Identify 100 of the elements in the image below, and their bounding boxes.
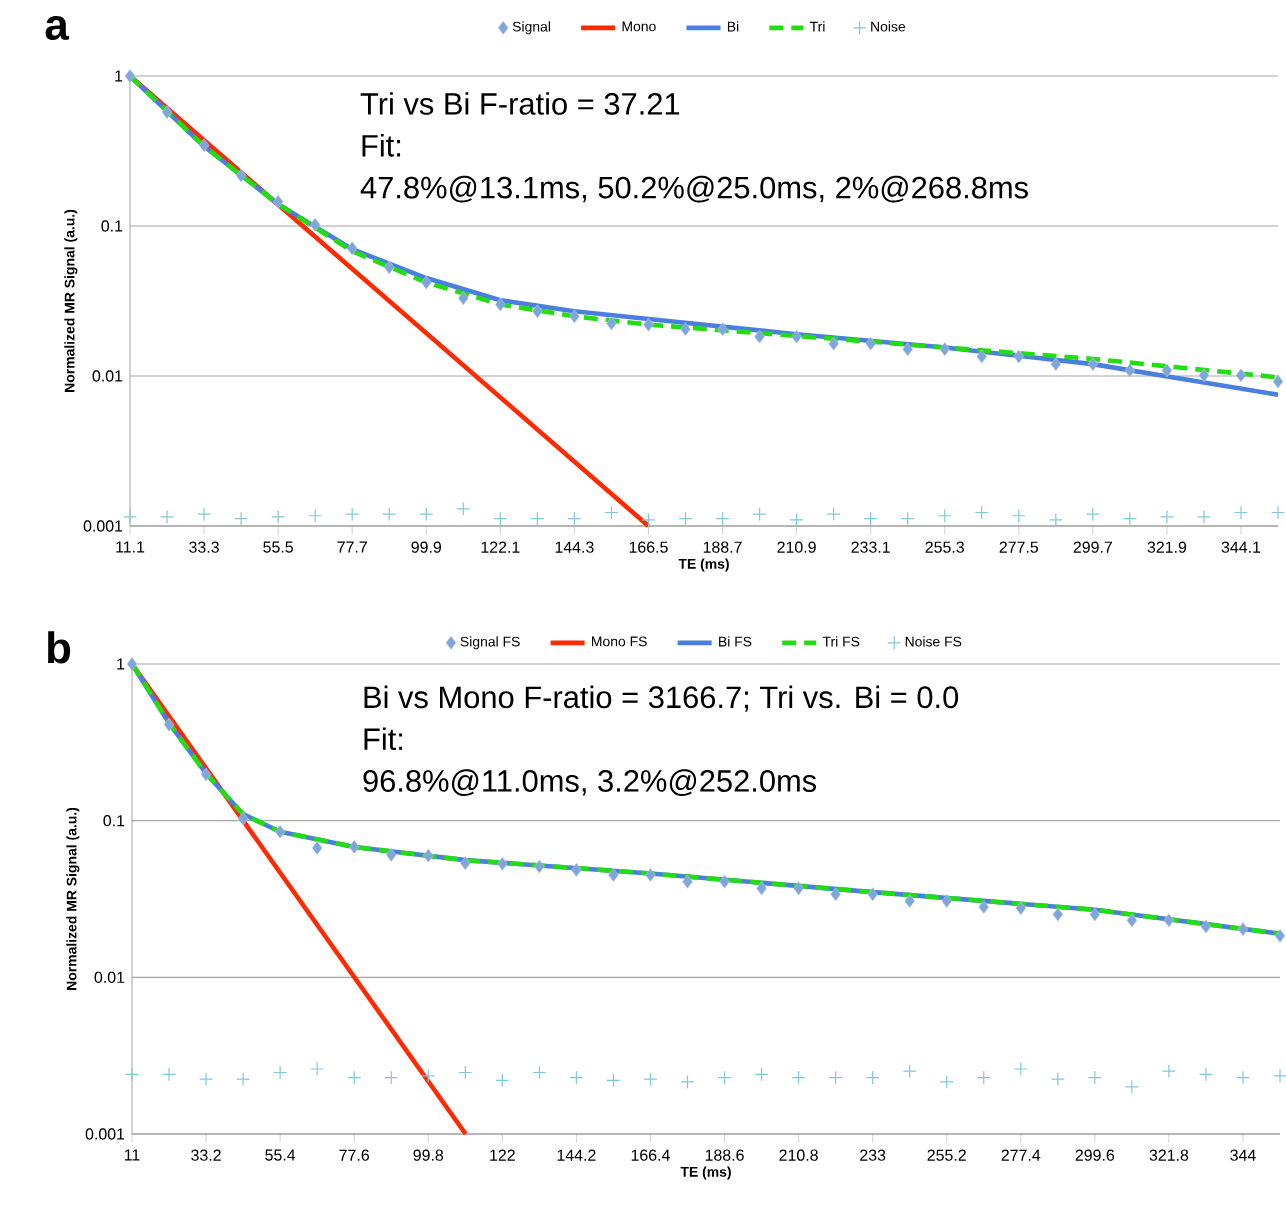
- annotation: Bi vs Mono F-ratio = 3166.7; Tri vs. Bi = 0.0: [364, 685, 959, 712]
- point: [569, 1070, 584, 1085]
- point: [978, 900, 989, 914]
- point: [199, 1072, 214, 1087]
- point: [606, 316, 617, 331]
- point: [237, 811, 249, 826]
- annotation: 47.8%@13.1ms, 50.2%@25.0ms, 2%@268.8ms: [360, 175, 1028, 203]
- point: [460, 856, 471, 871]
- point: [791, 329, 802, 344]
- point: [680, 322, 691, 337]
- point: [197, 507, 212, 522]
- point: [421, 1068, 436, 1083]
- chart-title: b: [48, 631, 71, 664]
- point: [236, 1072, 251, 1087]
- point: [867, 887, 878, 902]
- point: [863, 511, 878, 526]
- point: [272, 194, 284, 209]
- point: [495, 297, 506, 312]
- point: [1122, 511, 1137, 526]
- point: [309, 217, 321, 232]
- point: [423, 848, 434, 863]
- point: [1124, 1079, 1139, 1094]
- point: [900, 511, 915, 526]
- point: [1052, 907, 1064, 922]
- point: [754, 1067, 769, 1082]
- point: [902, 1064, 917, 1079]
- point: [939, 342, 950, 357]
- point: [715, 511, 730, 526]
- point: [421, 275, 432, 290]
- point: [125, 1067, 139, 1082]
- point: [345, 507, 360, 522]
- chart-title: a: [45, 16, 69, 41]
- point: [1235, 368, 1247, 383]
- point: [789, 512, 804, 527]
- point: [271, 509, 286, 524]
- point: [608, 868, 619, 882]
- point: [678, 511, 693, 526]
- point: [828, 336, 839, 351]
- point: [308, 508, 323, 523]
- point: [604, 505, 619, 520]
- point: [1124, 363, 1136, 378]
- point: [1237, 922, 1249, 937]
- point: [717, 322, 728, 337]
- point: [1236, 1070, 1250, 1085]
- point: [680, 1074, 695, 1089]
- point: [939, 1074, 954, 1089]
- point: [937, 508, 952, 523]
- point: [1163, 913, 1175, 928]
- point: [1274, 928, 1286, 943]
- point: [1085, 507, 1100, 522]
- point: [1234, 505, 1248, 520]
- annotation: Fit:: [362, 134, 401, 157]
- point: [1159, 509, 1174, 524]
- point: [902, 342, 913, 357]
- point: [161, 105, 173, 119]
- point: [274, 824, 286, 839]
- point: [904, 894, 915, 908]
- point: [1089, 907, 1101, 922]
- point: [1087, 357, 1099, 371]
- point: [458, 1065, 473, 1080]
- point: [1198, 1067, 1213, 1082]
- point: [382, 507, 397, 522]
- point: [826, 507, 841, 522]
- point: [1272, 374, 1284, 389]
- point: [1015, 901, 1027, 916]
- point: [1200, 919, 1212, 934]
- point: [717, 1070, 732, 1085]
- point: [273, 1065, 288, 1080]
- point: [495, 1073, 510, 1088]
- point: [754, 329, 765, 344]
- point: [1126, 913, 1138, 928]
- point: [198, 138, 210, 153]
- point: [124, 69, 136, 83]
- point: [348, 840, 360, 854]
- point: [719, 874, 730, 889]
- point: [941, 894, 952, 908]
- point: [1048, 512, 1063, 527]
- point: [1011, 508, 1026, 523]
- point: [235, 168, 247, 183]
- point: [1161, 363, 1173, 378]
- point: [606, 1073, 621, 1088]
- point: [419, 507, 434, 522]
- point: [1273, 1068, 1286, 1083]
- point: [1013, 349, 1025, 364]
- point: [567, 511, 582, 526]
- point: [1013, 1062, 1028, 1076]
- point: [976, 1070, 991, 1085]
- point: [384, 1070, 399, 1085]
- point: [126, 657, 138, 671]
- point: [682, 874, 693, 889]
- annotation: Fit:: [364, 727, 403, 751]
- point: [530, 511, 545, 526]
- point: [534, 859, 545, 874]
- point: [643, 317, 654, 332]
- annotation: Tri vs Bi F-ratio = 37.21: [360, 92, 680, 115]
- point: [1050, 357, 1062, 371]
- point: [569, 309, 580, 324]
- point: [123, 509, 137, 524]
- point: [865, 336, 876, 351]
- point: [497, 856, 508, 871]
